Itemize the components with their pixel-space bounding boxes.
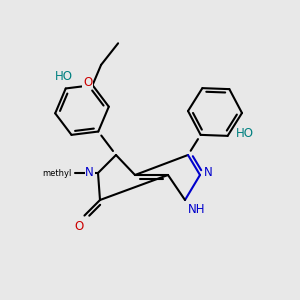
Text: HO: HO [55, 70, 73, 83]
Text: HO: HO [236, 128, 253, 140]
Text: N: N [85, 167, 94, 179]
Text: O: O [75, 220, 84, 232]
Text: methyl: methyl [43, 169, 72, 178]
Text: O: O [83, 76, 92, 88]
Text: N: N [204, 167, 213, 179]
Text: NH: NH [188, 203, 206, 216]
